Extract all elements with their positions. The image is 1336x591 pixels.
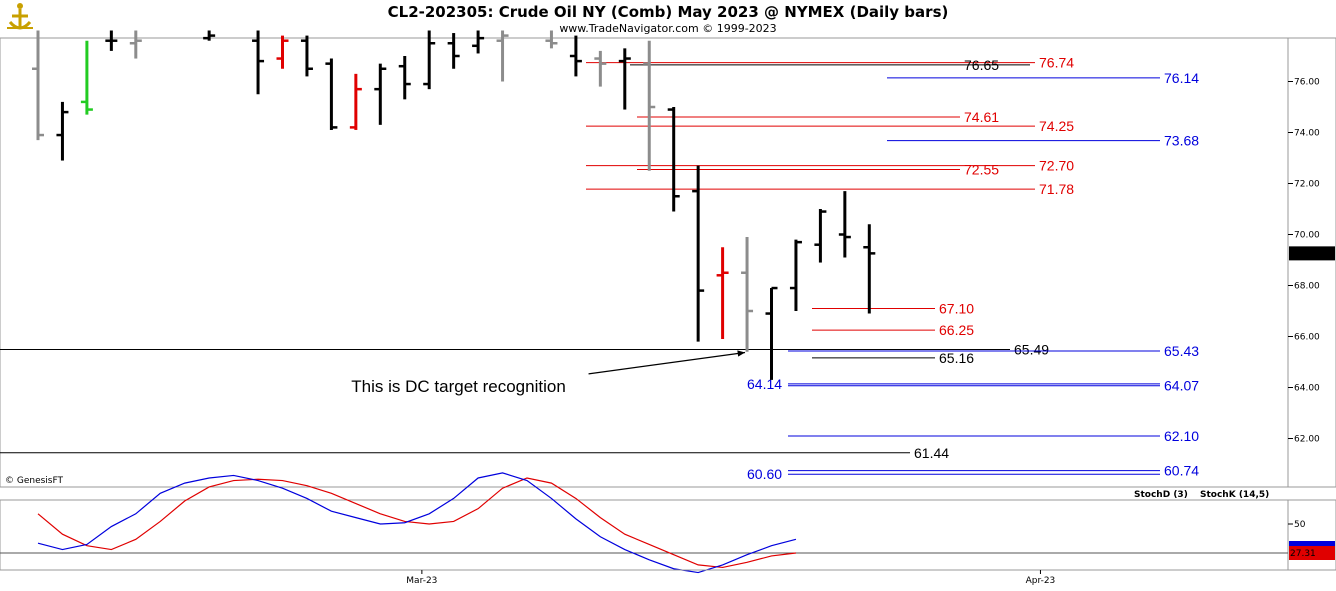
level-label: 60.60 — [747, 466, 782, 482]
stochd-line — [37, 477, 797, 569]
logo-icon — [4, 2, 36, 39]
price-bar — [349, 73, 362, 130]
price-bars — [32, 30, 876, 380]
stochastic-axis: 50 27.31 — [1288, 520, 1335, 560]
legend-stochk: StochK (14,5) — [1200, 490, 1269, 500]
copyright-text: www.TradeNavigator.com © 1999-2023 — [559, 22, 777, 35]
price-tick-label: 76.00 — [1294, 78, 1320, 88]
price-bar — [765, 286, 778, 380]
level-label: 72.70 — [1039, 158, 1074, 174]
stoch-tick-label: 50 — [1294, 520, 1306, 530]
price-bar — [496, 30, 509, 82]
price-plot-area — [0, 37, 1289, 488]
level-label: 61.44 — [914, 445, 949, 461]
annotation-text: This is DC target recognition — [351, 377, 565, 396]
price-bar — [789, 239, 802, 311]
level-label: 74.25 — [1039, 118, 1074, 134]
price-axis-area — [1287, 37, 1336, 488]
stochastic-panel: StochD (3) StochK (14,5) — [0, 490, 1336, 571]
date-axis: Mar-23 Apr-23 — [0, 569, 1288, 586]
level-label: 76.65 — [964, 57, 999, 73]
price-bar — [814, 209, 827, 263]
level-label: 74.61 — [964, 109, 999, 125]
level-label: 76.14 — [1164, 70, 1199, 86]
price-bar — [398, 56, 411, 100]
stoch-last-label: 27.31 — [1290, 549, 1316, 559]
stoch-last-box-blue — [1289, 541, 1335, 546]
chart-title: CL2-202305: Crude Oil NY (Comb) May 2023… — [387, 3, 949, 21]
price-tick-label: 66.00 — [1294, 333, 1320, 343]
level-label: 71.78 — [1039, 181, 1074, 197]
level-label: 76.74 — [1039, 55, 1074, 71]
price-bar — [569, 35, 582, 77]
level-label: 65.43 — [1164, 343, 1199, 359]
annotation: This is DC target recognition — [351, 350, 746, 396]
price-bar — [618, 48, 631, 110]
level-label: 65.16 — [939, 350, 974, 366]
price-bar — [300, 35, 313, 77]
price-bar — [716, 247, 729, 340]
level-label: 66.25 — [939, 322, 974, 338]
price-bar — [838, 191, 851, 258]
price-tick-label: 74.00 — [1294, 129, 1320, 139]
level-label: 73.68 — [1164, 133, 1199, 149]
genesis-credit: © GenesisFT — [5, 476, 64, 486]
price-bar — [472, 30, 485, 54]
last-price-box — [1289, 246, 1335, 261]
level-label: 65.49 — [1014, 342, 1049, 358]
price-tick-label: 64.00 — [1294, 384, 1320, 394]
price-bar — [80, 40, 93, 115]
stochastic-lines — [37, 472, 797, 574]
price-bar — [203, 30, 216, 41]
price-tick-label: 62.00 — [1294, 435, 1320, 445]
price-bar — [863, 224, 876, 314]
stoch-last-box — [1289, 546, 1335, 560]
price-bar — [594, 50, 607, 87]
annotation-arrow — [588, 351, 746, 375]
stoch-plot-area — [0, 499, 1289, 571]
price-axis: 76.00 74.00 72.00 70.00 68.00 66.00 64.00 62.00… — [1288, 78, 1335, 445]
price-bar — [374, 63, 387, 125]
price-bar — [129, 30, 142, 59]
level-label: 64.14 — [747, 376, 782, 392]
price-panel — [0, 37, 1336, 488]
price-bar — [643, 40, 656, 171]
level-label: 60.74 — [1164, 463, 1199, 479]
price-tick-label: 70.00 — [1294, 231, 1320, 241]
stochk-line — [37, 472, 797, 574]
last-price-label: 69.26 — [1290, 249, 1316, 259]
price-bar — [423, 30, 436, 90]
price-bar — [32, 30, 44, 141]
level-label: 67.10 — [939, 300, 974, 316]
date-tick-label: Mar-23 — [406, 576, 437, 586]
price-bar — [325, 58, 338, 130]
price-bar — [252, 30, 265, 95]
price-bar — [692, 165, 705, 342]
price-bar — [545, 30, 558, 49]
title-bar: CL2-202305: Crude Oil NY (Comb) May 2023… — [0, 0, 1336, 38]
date-tick-label: Apr-23 — [1026, 576, 1056, 586]
price-bar — [56, 101, 69, 161]
price-bar — [447, 33, 460, 69]
level-label: 72.55 — [964, 161, 999, 177]
legend-stochd: StochD (3) — [1134, 490, 1188, 500]
price-bar — [105, 30, 118, 51]
level-label: 62.10 — [1164, 428, 1199, 444]
price-tick-label: 68.00 — [1294, 282, 1320, 292]
annotation-arrowhead — [737, 350, 746, 357]
price-bar — [667, 107, 680, 212]
target-levels: 76.74 76.65 76.14 74.61 74.25 73.68 72.70 72.55… — [0, 55, 1199, 482]
price-tick-label: 72.00 — [1294, 180, 1320, 190]
level-label: 64.07 — [1164, 378, 1199, 394]
price-bar — [276, 35, 289, 69]
price-bar — [741, 237, 754, 352]
